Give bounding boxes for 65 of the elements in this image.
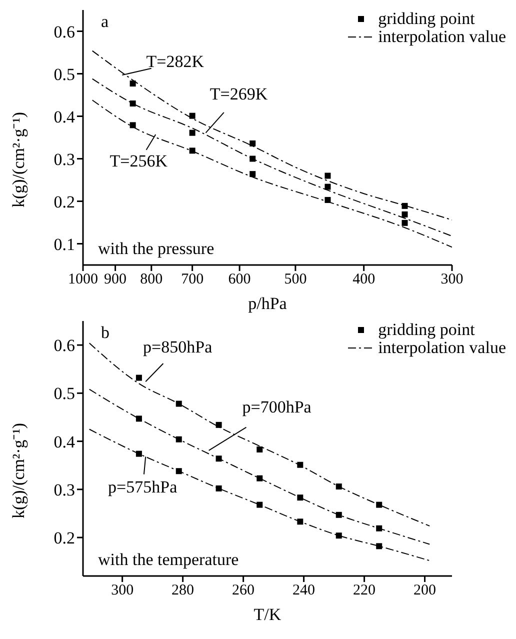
y-tick-label: 0.3 [54,480,75,500]
legend-label: gridding point [378,9,475,28]
point [176,468,182,474]
x-tick-label: 500 [284,272,307,288]
point [297,494,304,501]
point [216,422,222,428]
x-tick-label: 900 [104,272,127,288]
annotation: with the temperature [98,550,239,570]
x-tick-label: 200 [414,582,436,599]
point [336,512,342,518]
x-axis-title: p/hPa [248,294,288,313]
y-tick-label: 0.5 [54,64,75,84]
annotation: p=575hPa [108,478,178,497]
x-tick-label: 1000 [68,272,98,288]
y-tick-label: 0.4 [54,432,76,452]
chart-title: a [101,12,109,32]
y-tick-label: 0.6 [54,336,75,356]
x-axis-title: T/K [254,605,282,624]
x-tick-label: 300 [440,272,464,288]
point [176,436,182,442]
annotation: T=256K [110,151,168,170]
annotation: p=700hPa [242,397,312,416]
y-tick-label: 0.4 [54,107,76,126]
y-tick-label: 0.3 [54,150,75,169]
y-axis-title: k(g)/(cm²·g⁻¹) [9,423,28,518]
point [256,475,263,482]
point [176,400,182,407]
x-tick-label: 600 [228,272,251,288]
x-tick-label: 280 [172,582,194,599]
point [376,543,382,550]
x-tick-label: 300 [111,582,134,599]
point [297,518,304,525]
legend-label: interpolation value [378,338,506,357]
y-tick-label: 0.2 [54,528,75,548]
point [136,374,142,381]
y-tick-label: 0.2 [54,192,75,212]
annotation: T=269K [210,84,268,104]
point [216,456,222,462]
chart-title: b [101,323,110,343]
annotation: with the pressure [98,239,214,259]
point [376,525,382,532]
y-tick-label: 0.6 [54,22,75,42]
x-tick-label: 400 [352,272,376,288]
y-tick-label: 0.1 [54,234,75,254]
y-tick-label: 0.5 [54,384,75,404]
x-tick-label: 800 [140,272,163,288]
legend-label: interpolation value [378,27,506,46]
point [136,450,142,457]
point [376,502,382,508]
x-tick-label: 240 [292,582,316,599]
x-tick-label: 700 [181,272,204,288]
point [136,416,142,422]
point [256,446,263,452]
point [256,502,263,508]
point [336,532,342,539]
x-tick-label: 260 [232,582,255,599]
point [336,484,342,490]
point [216,485,222,492]
annotation: p=850hPa [143,338,213,357]
point [297,462,304,468]
line-series [88,388,430,545]
legend-label: gridding point [378,320,475,339]
y-axis-title: k(g)/(cm²·g⁻¹) [9,112,28,208]
x-tick-label: 220 [353,582,376,599]
annotation: T=282K [146,52,205,71]
